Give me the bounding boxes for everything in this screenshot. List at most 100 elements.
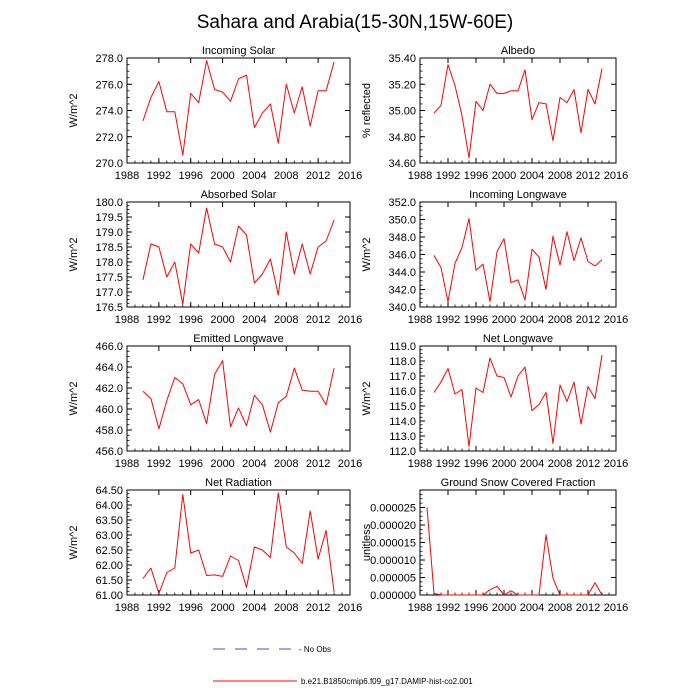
x-tick-label: 1992: [436, 458, 460, 470]
panel-title: Absorbed Solar: [201, 189, 277, 201]
plot-frame: [126, 345, 351, 452]
y-tick-label: 62.00: [95, 560, 123, 572]
x-tick-label: 2000: [492, 602, 516, 614]
y-axis-label: W/m^2: [68, 238, 80, 272]
y-tick-label: 35.00: [388, 106, 416, 118]
x-tick-label: 2016: [338, 314, 362, 326]
x-tick-label: 2012: [306, 314, 330, 326]
x-tick-label: 1996: [464, 602, 488, 614]
series-line-1: [142, 492, 335, 594]
y-tick-label: 114.0: [389, 416, 416, 428]
x-tick-label: 2004: [520, 314, 544, 326]
chart-panel-8: Ground Snow Covered Fraction unitless 1988…: [361, 477, 628, 614]
x-tick-label: 1988: [408, 458, 432, 470]
y-tick-label: 460.0: [95, 404, 123, 416]
y-tick-label: 0.000000: [370, 590, 416, 602]
y-tick-label: 344.0: [388, 267, 416, 279]
y-tick-label: 119.0: [389, 341, 416, 353]
x-tick-label: 1992: [147, 170, 171, 182]
panel-title: Incoming Solar: [202, 45, 276, 57]
y-tick-label: 466.0: [95, 341, 123, 353]
plot-frame: [419, 489, 617, 596]
x-tick-label: 2000: [210, 602, 234, 614]
x-tick-label: 2016: [338, 602, 362, 614]
x-tick-label: 2000: [210, 314, 234, 326]
x-tick-label: 2000: [492, 458, 516, 470]
y-tick-label: 116.0: [389, 386, 416, 398]
x-tick-label: 1996: [178, 458, 202, 470]
legend: - No Obs b.e21.B1850cmip6.f09_g17.DAMIP-…: [213, 645, 473, 686]
x-tick-label: 2004: [520, 602, 544, 614]
y-axis-label: W/m^2: [68, 94, 80, 128]
y-tick-label: 63.00: [95, 530, 123, 542]
x-tick-label: 2016: [604, 170, 628, 182]
y-tick-label: 0.000015: [370, 538, 416, 550]
x-tick-label: 2012: [306, 602, 330, 614]
panel-title: Net Longwave: [483, 333, 553, 345]
chart-panel-6: Net Longwave W/m^2 1988 1992 1996 2000 2004 200…: [361, 333, 628, 470]
figure-title: Sahara and Arabia(15-30N,15W-60E): [197, 12, 514, 33]
x-tick-label: 2016: [604, 602, 628, 614]
series-line-1: [433, 218, 603, 303]
chart-panel-5: Emitted Longwave W/m^2 1988 1992 1996 2000 200…: [68, 333, 362, 470]
legend-label-model: b.e21.B1850cmip6.f09_g17.DAMIP-hist-co2.…: [301, 677, 473, 686]
y-tick-label: 178.0: [95, 257, 123, 269]
x-tick-label: 1996: [178, 170, 202, 182]
x-tick-label: 1996: [178, 314, 202, 326]
y-tick-label: 458.0: [95, 425, 123, 437]
x-tick-label: 2004: [242, 458, 266, 470]
x-tick-label: 2004: [242, 314, 266, 326]
y-tick-label: 464.0: [95, 362, 123, 374]
x-tick-label: 1988: [115, 602, 139, 614]
chart-panel-1: Incoming Solar W/m^2 1988 1992 1996 2000 2004 2…: [68, 45, 362, 182]
x-tick-label: 2008: [274, 170, 298, 182]
panel-title: Albedo: [501, 45, 535, 57]
y-axis-label: unitless: [361, 523, 373, 561]
y-tick-label: 61.50: [95, 575, 123, 587]
x-tick-label: 1988: [408, 170, 432, 182]
legend-label-no-obs: - No Obs: [299, 645, 331, 654]
y-tick-label: 276.0: [95, 79, 123, 91]
y-tick-label: 178.5: [95, 242, 123, 254]
y-tick-label: 0.000020: [370, 520, 416, 532]
x-tick-label: 2012: [576, 458, 600, 470]
chart-panel-7: Net Radiation W/m^2 1988 1992 1996 2000 2004 20…: [68, 477, 362, 614]
y-tick-label: 62.50: [95, 545, 123, 557]
x-tick-label: 2012: [576, 314, 600, 326]
y-tick-label: 179.5: [95, 212, 123, 224]
y-tick-label: 63.50: [95, 515, 123, 527]
y-tick-label: 272.0: [95, 132, 123, 144]
y-tick-label: 0.000010: [370, 555, 416, 567]
y-tick-label: 34.80: [388, 132, 416, 144]
y-tick-label: 112.0: [389, 446, 416, 458]
plot-frame: [419, 345, 617, 452]
y-tick-label: 35.20: [388, 79, 416, 91]
x-tick-label: 2004: [242, 170, 266, 182]
y-tick-label: 180.0: [95, 197, 123, 209]
y-tick-label: 342.0: [388, 285, 416, 297]
y-tick-label: 456.0: [95, 446, 123, 458]
y-axis-label: W/m^2: [361, 238, 373, 272]
y-tick-label: 278.0: [95, 53, 123, 65]
x-tick-label: 2004: [520, 458, 544, 470]
x-tick-label: 1988: [115, 170, 139, 182]
y-tick-label: 350.0: [388, 215, 416, 227]
y-tick-label: 177.0: [95, 287, 123, 299]
plot-frame: [126, 489, 351, 596]
chart-panel-4: Incoming Longwave W/m^2 1988 1992 1996 2000 20…: [361, 189, 628, 326]
x-tick-label: 2016: [338, 458, 362, 470]
x-tick-label: 1992: [147, 314, 171, 326]
x-tick-label: 2000: [492, 314, 516, 326]
y-tick-label: 274.0: [95, 106, 123, 118]
x-tick-label: 1988: [115, 314, 139, 326]
x-tick-label: 2016: [604, 458, 628, 470]
x-tick-label: 2008: [548, 170, 572, 182]
y-tick-label: 35.40: [388, 53, 416, 65]
x-tick-label: 2008: [274, 458, 298, 470]
x-tick-label: 1996: [464, 314, 488, 326]
series-line-1: [426, 507, 603, 596]
x-tick-label: 1988: [408, 602, 432, 614]
x-tick-label: 1996: [464, 458, 488, 470]
y-tick-label: 113.0: [389, 431, 416, 443]
y-tick-label: 352.0: [388, 197, 416, 209]
